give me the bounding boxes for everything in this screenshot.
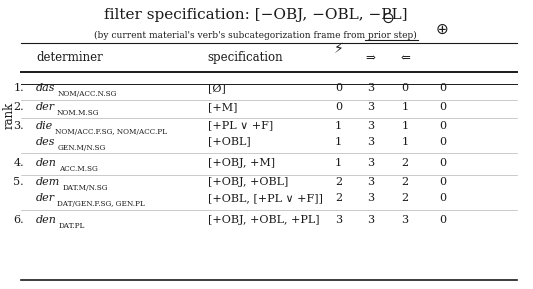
Text: 0: 0 xyxy=(439,193,446,203)
Text: determiner: determiner xyxy=(36,51,103,64)
Text: des: des xyxy=(36,137,56,147)
Text: 3: 3 xyxy=(367,177,374,187)
Text: 3: 3 xyxy=(367,137,374,147)
Text: 3: 3 xyxy=(367,121,374,131)
Text: 1: 1 xyxy=(335,121,342,131)
Text: ⊕: ⊕ xyxy=(436,21,449,36)
Text: 3: 3 xyxy=(367,83,374,93)
Text: ACC.M.SG: ACC.M.SG xyxy=(59,165,98,173)
Text: (by current material's verb's subcategorization frame from prior step): (by current material's verb's subcategor… xyxy=(94,30,417,40)
Text: DAT.M/N.SG: DAT.M/N.SG xyxy=(62,184,108,192)
Text: [+M]: [+M] xyxy=(208,102,237,112)
Text: 3: 3 xyxy=(367,193,374,203)
Text: 1: 1 xyxy=(401,137,409,147)
Text: den: den xyxy=(36,158,57,168)
Text: 3.: 3. xyxy=(13,121,24,131)
Text: ⇒: ⇒ xyxy=(366,51,375,64)
Text: [+OBJ, +OBL]: [+OBJ, +OBL] xyxy=(208,177,288,187)
Text: 0: 0 xyxy=(439,158,446,168)
Text: NOM/ACC.N.SG: NOM/ACC.N.SG xyxy=(58,90,117,98)
Text: [+PL ∨ +F]: [+PL ∨ +F] xyxy=(208,121,273,131)
Text: der: der xyxy=(36,193,55,203)
Text: 0: 0 xyxy=(439,177,446,187)
Text: 0: 0 xyxy=(439,137,446,147)
Text: 0: 0 xyxy=(439,83,446,93)
Text: 1: 1 xyxy=(401,102,409,112)
Text: den: den xyxy=(36,214,57,225)
Text: 0: 0 xyxy=(439,214,446,225)
Text: 6.: 6. xyxy=(13,214,24,225)
Text: 0: 0 xyxy=(439,121,446,131)
Text: 2: 2 xyxy=(401,158,409,168)
Text: 3: 3 xyxy=(401,214,409,225)
Text: 2: 2 xyxy=(335,177,342,187)
Text: filter specification: [−OBJ, −OBL, −PL]: filter specification: [−OBJ, −OBL, −PL] xyxy=(104,8,408,22)
Text: 3: 3 xyxy=(367,102,374,112)
Text: dem: dem xyxy=(36,177,60,187)
Text: [Ø]: [Ø] xyxy=(208,83,226,93)
Text: [+OBJ, +M]: [+OBJ, +M] xyxy=(208,158,275,168)
Text: [+OBJ, +OBL, +PL]: [+OBJ, +OBL, +PL] xyxy=(208,214,319,225)
Text: 1.: 1. xyxy=(13,83,24,93)
Text: 1: 1 xyxy=(401,121,409,131)
Text: 1: 1 xyxy=(335,137,342,147)
Text: [+OBL]: [+OBL] xyxy=(208,137,251,147)
Text: 2: 2 xyxy=(335,193,342,203)
Text: NOM/ACC.F.SG, NOM/ACC.PL: NOM/ACC.F.SG, NOM/ACC.PL xyxy=(55,128,167,136)
Text: 0: 0 xyxy=(335,102,342,112)
Text: 1: 1 xyxy=(335,158,342,168)
Text: 3: 3 xyxy=(367,214,374,225)
Text: 2: 2 xyxy=(401,193,409,203)
Text: das: das xyxy=(36,83,56,93)
Text: ⊖: ⊖ xyxy=(382,11,394,26)
Text: rank: rank xyxy=(3,102,16,129)
Text: 0: 0 xyxy=(401,83,409,93)
Text: ⇐: ⇐ xyxy=(400,51,410,64)
Text: GEN.M/N.SG: GEN.M/N.SG xyxy=(58,144,106,152)
Text: 2.: 2. xyxy=(13,102,24,112)
Text: 4.: 4. xyxy=(13,158,24,168)
Text: die: die xyxy=(36,121,53,131)
Text: NOM.M.SG: NOM.M.SG xyxy=(57,109,100,117)
Text: [+OBL, [+PL ∨ +F]]: [+OBL, [+PL ∨ +F]] xyxy=(208,193,323,203)
Text: 3: 3 xyxy=(367,158,374,168)
Text: DAT/GEN.F.SG, GEN.PL: DAT/GEN.F.SG, GEN.PL xyxy=(57,200,145,208)
Text: 0: 0 xyxy=(335,83,342,93)
Text: der: der xyxy=(36,102,55,112)
Text: 3: 3 xyxy=(335,214,342,225)
Text: 5.: 5. xyxy=(13,177,24,187)
Text: 2: 2 xyxy=(401,177,409,187)
Text: 0: 0 xyxy=(439,102,446,112)
Text: specification: specification xyxy=(208,51,284,64)
Text: DAT.PL: DAT.PL xyxy=(59,222,85,230)
Text: ⚡: ⚡ xyxy=(334,42,343,56)
